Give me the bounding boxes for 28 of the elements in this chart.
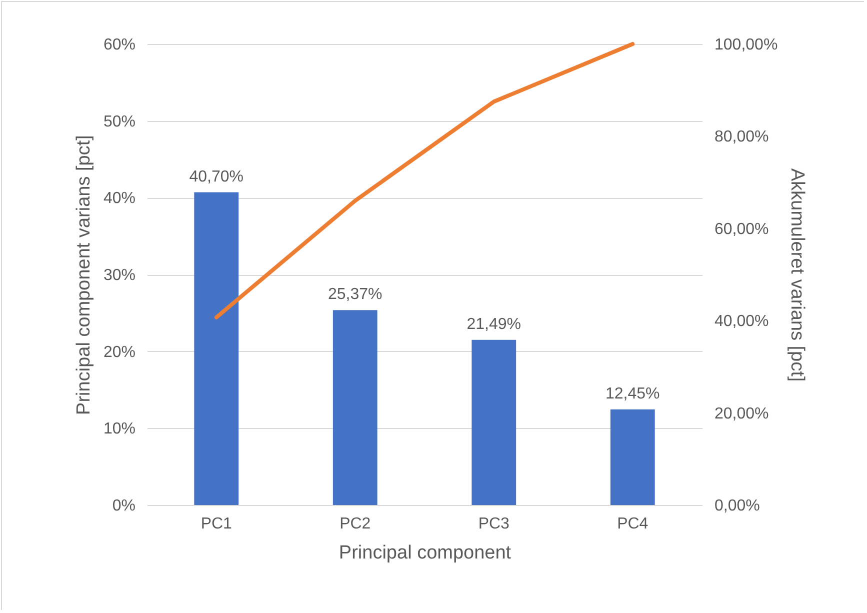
x-tick-label: PC1 [200, 516, 232, 532]
bar [610, 409, 655, 505]
y-tick-label: 60% [103, 36, 136, 54]
data-label: 40,70% [189, 168, 244, 186]
y-tick-label: 0% [112, 498, 136, 514]
data-label: 12,45% [605, 385, 660, 402]
bar [194, 192, 239, 505]
y2-axis-title: Akkumuleret varians [pct] [786, 168, 808, 382]
y-tick-label: 10% [103, 420, 136, 438]
y2-tick-label: 60,00% [714, 220, 769, 238]
y2-tick-label: 80,00% [714, 128, 769, 146]
y-tick-label: 30% [103, 267, 136, 284]
y2-tick-label: 100,00% [714, 36, 778, 54]
x-tick-label: PC2 [340, 516, 371, 532]
y2-tick-label: 20,00% [714, 405, 769, 422]
data-label: 21,49% [466, 316, 522, 333]
y2-tick-label: 40,00% [714, 313, 769, 330]
y-tick-label: 40% [103, 190, 136, 208]
data-label: 25,37% [328, 286, 382, 304]
y2-tick-label: 0,00% [714, 498, 760, 514]
bar [332, 310, 378, 505]
y-tick-label: 20% [103, 344, 136, 361]
bar [472, 340, 516, 505]
y-tick-label: 50% [103, 113, 136, 130]
x-tick-label: PC4 [617, 516, 648, 532]
x-tick-label: PC3 [478, 516, 510, 532]
x-axis-title: Principal component [338, 542, 512, 564]
y-axis-title: Principal component varians [pct] [73, 135, 94, 415]
